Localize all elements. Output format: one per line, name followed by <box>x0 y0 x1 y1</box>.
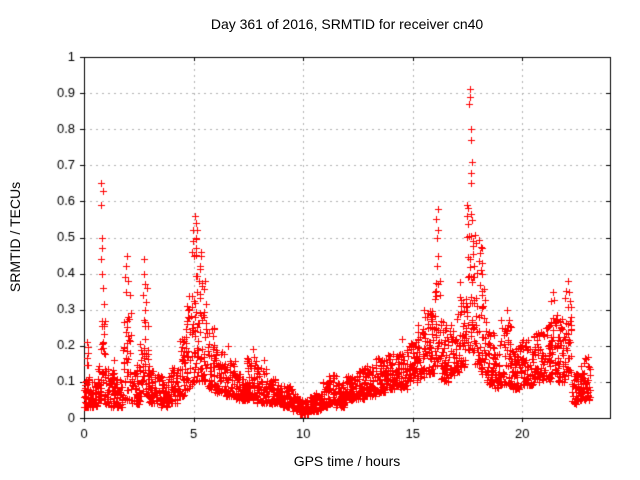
x-axis-label: GPS time / hours <box>293 453 401 469</box>
chart-title: Day 361 of 2016, SRMTID for receiver cn4… <box>210 16 484 32</box>
y-axis-label: SRMTID / TECUs <box>7 181 23 293</box>
